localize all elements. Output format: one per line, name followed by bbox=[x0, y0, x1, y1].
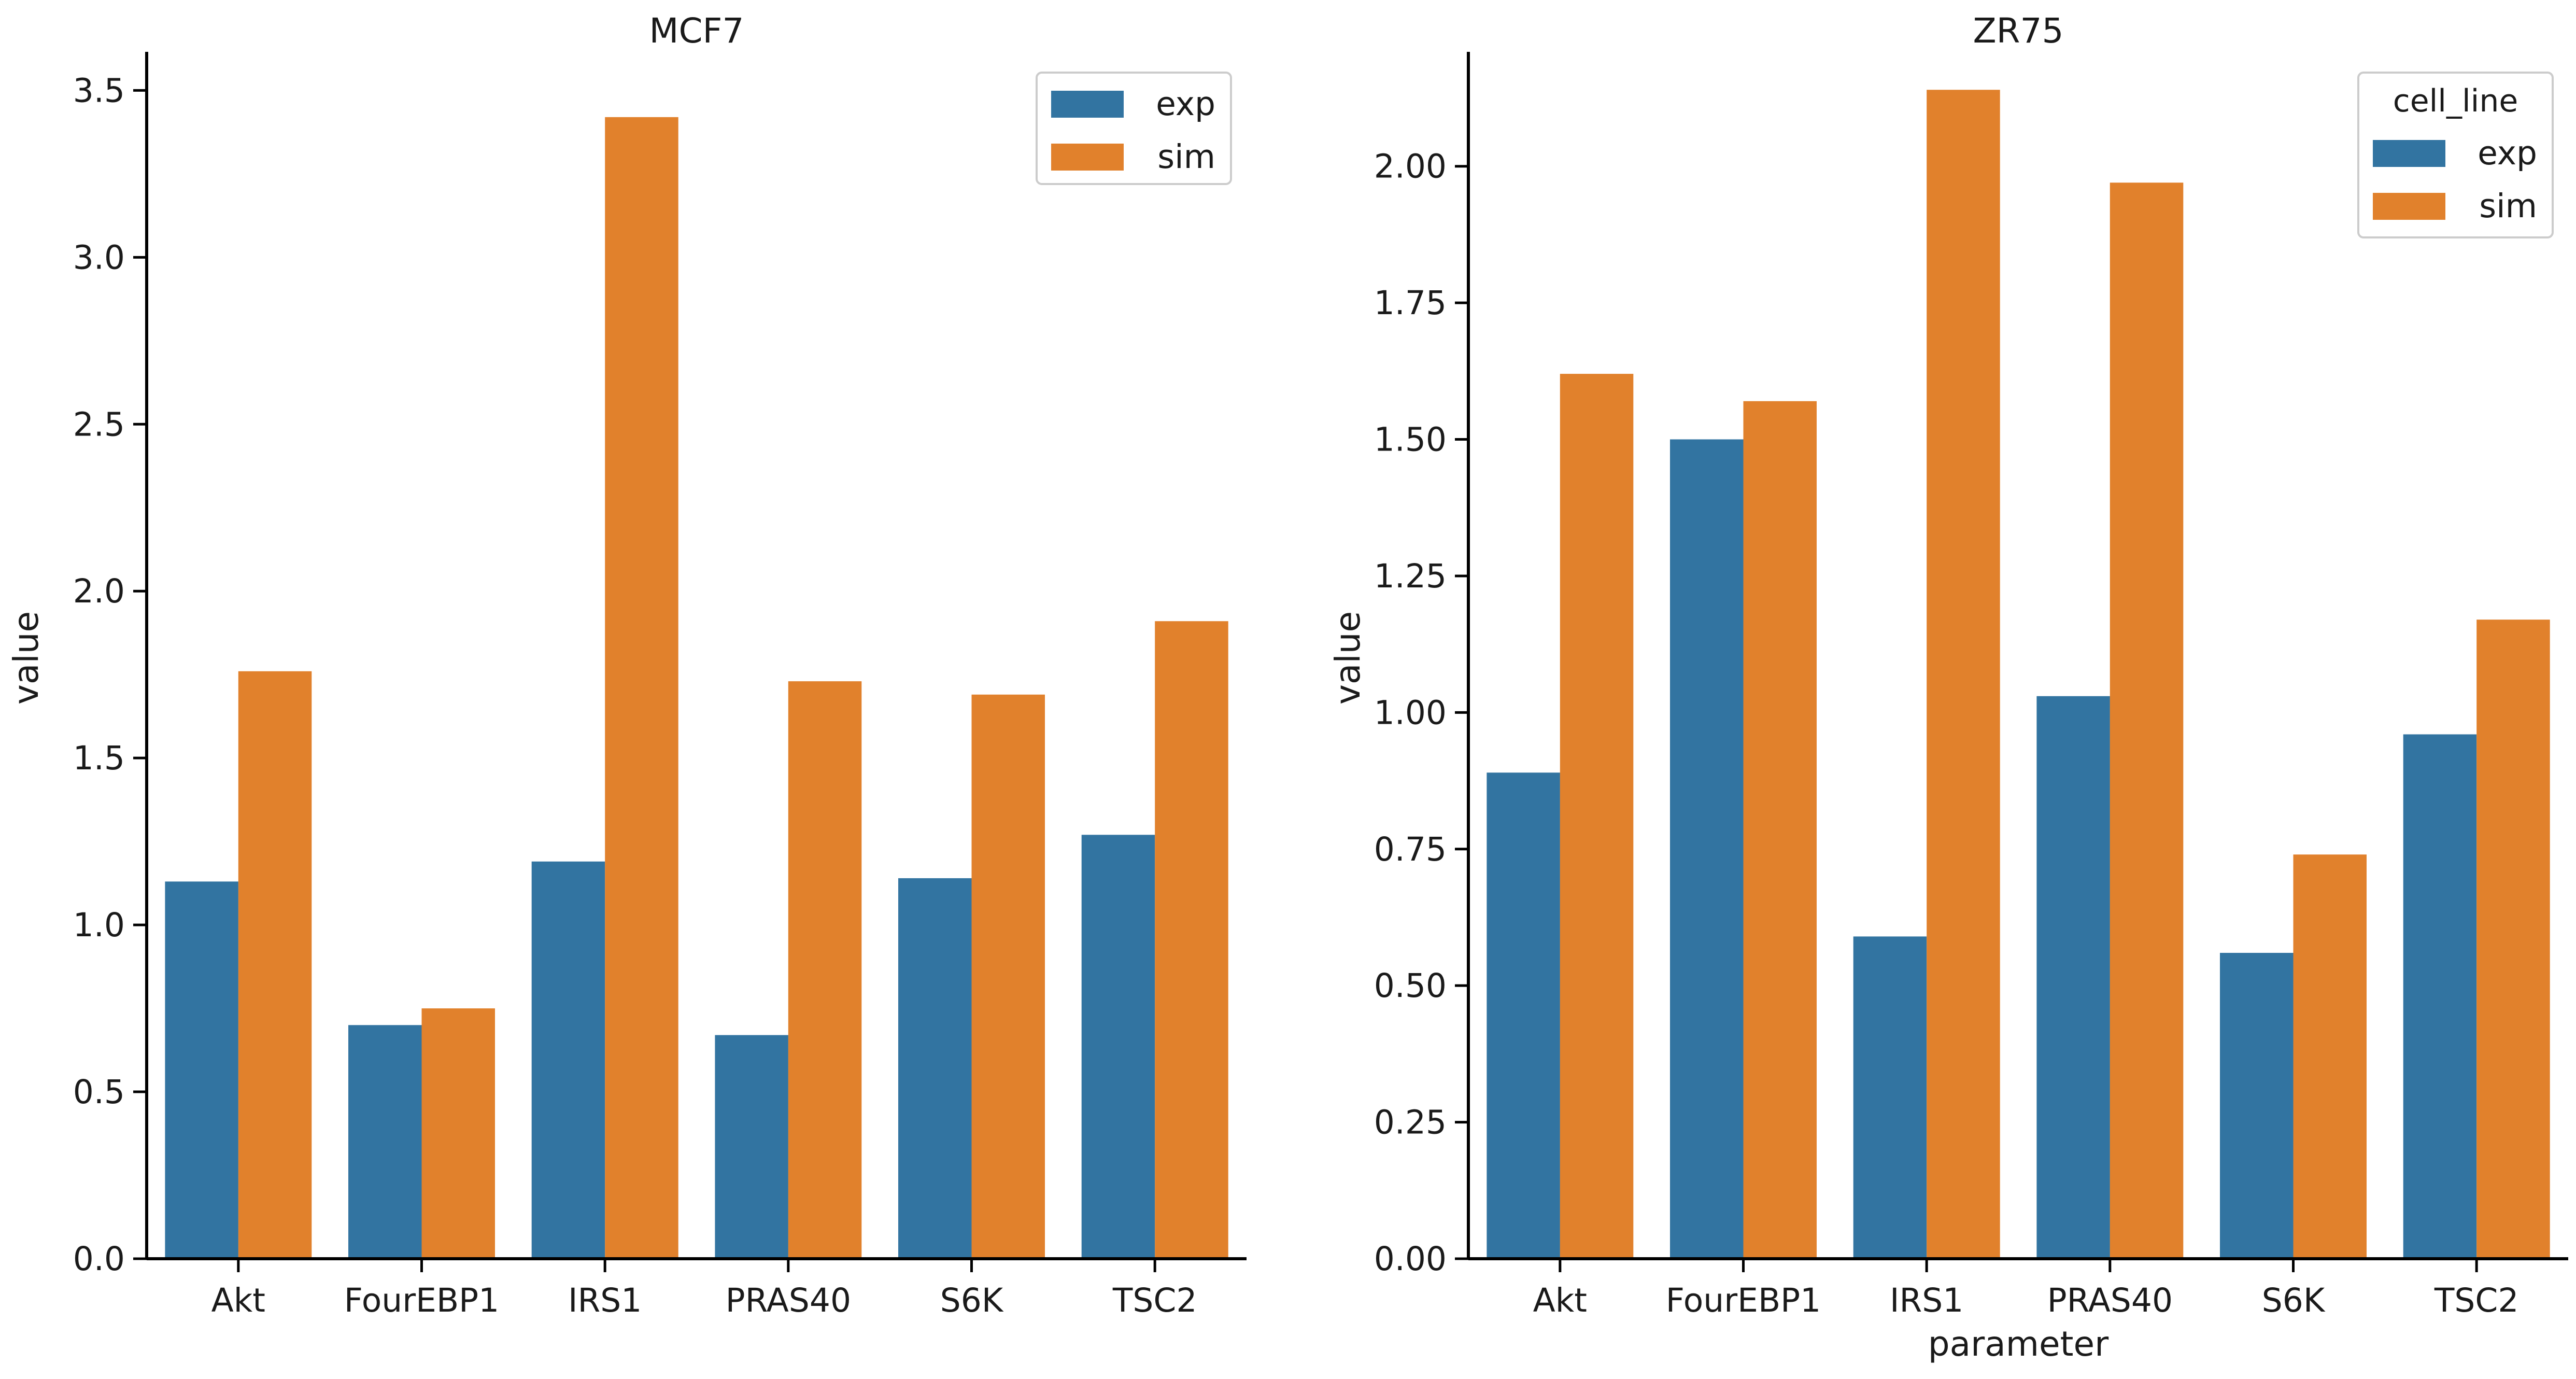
legend-swatch-exp bbox=[1051, 91, 1124, 118]
y-tick-label: 0.5 bbox=[73, 1073, 125, 1111]
bar-sim-s6k bbox=[2293, 854, 2367, 1259]
bar-exp-fourebp1 bbox=[348, 1025, 422, 1259]
legend-swatch-sim bbox=[2373, 193, 2445, 220]
bar-sim-fourebp1 bbox=[1743, 401, 1817, 1259]
bar-sim-fourebp1 bbox=[421, 1008, 495, 1259]
y-tick-label: 1.5 bbox=[73, 739, 125, 777]
x-tick-label: IRS1 bbox=[1890, 1282, 1963, 1319]
bar-sim-s6k bbox=[971, 694, 1045, 1259]
y-tick-label: 2.0 bbox=[73, 572, 125, 610]
bar-exp-pras40 bbox=[715, 1035, 788, 1259]
bar-exp-s6k bbox=[2220, 953, 2294, 1259]
legend-title: cell_line bbox=[2393, 83, 2518, 119]
y-tick-label: 1.50 bbox=[1374, 421, 1447, 459]
bar-sim-pras40 bbox=[788, 681, 862, 1259]
bar-sim-irs1 bbox=[1927, 90, 2000, 1259]
legend-swatch-exp bbox=[2373, 140, 2445, 167]
bar-exp-fourebp1 bbox=[1670, 439, 1744, 1259]
x-tick-label: Akt bbox=[211, 1282, 265, 1319]
legend-label-sim: sim bbox=[2479, 187, 2537, 225]
x-tick-label: TSC2 bbox=[1112, 1282, 1197, 1319]
bar-sim-tsc2 bbox=[1155, 621, 1228, 1259]
x-tick-label: S6K bbox=[940, 1282, 1004, 1319]
legend-swatch-sim bbox=[1051, 144, 1124, 171]
bar-sim-akt bbox=[238, 671, 312, 1259]
x-axis-label: parameter bbox=[1928, 1324, 2109, 1364]
x-tick-label: IRS1 bbox=[568, 1282, 642, 1319]
bar-sim-tsc2 bbox=[2476, 620, 2550, 1259]
y-tick-label: 0.50 bbox=[1374, 967, 1447, 1005]
y-tick-label: 3.0 bbox=[73, 238, 125, 276]
y-tick-label: 0.25 bbox=[1374, 1104, 1447, 1142]
bar-exp-pras40 bbox=[2036, 696, 2110, 1259]
y-tick-label: 1.75 bbox=[1374, 284, 1447, 322]
x-tick-label: Akt bbox=[1533, 1282, 1587, 1319]
legend-label-exp: exp bbox=[1156, 85, 1215, 123]
legend-label-exp: exp bbox=[2478, 134, 2537, 172]
y-tick-label: 2.5 bbox=[73, 405, 125, 443]
bar-exp-s6k bbox=[898, 878, 972, 1259]
y-tick-label: 2.00 bbox=[1374, 148, 1447, 186]
chart-panel-zr75: 0.00 0.25 0.50 0.75 1.00 1.25 1.50 1.75 2.00 Akt F… bbox=[1328, 11, 2568, 1364]
legend: exp sim bbox=[1036, 72, 1232, 185]
x-tick-label: TSC2 bbox=[2434, 1282, 2519, 1319]
y-tick-label: 3.5 bbox=[73, 72, 125, 109]
x-tick-label: PRAS40 bbox=[2047, 1282, 2173, 1319]
bar-exp-irs1 bbox=[531, 861, 605, 1259]
x-tick-label: FourEBP1 bbox=[344, 1282, 499, 1319]
y-tick-label: 1.25 bbox=[1374, 557, 1447, 595]
y-tick-label: 0.00 bbox=[1374, 1240, 1447, 1278]
bar-exp-akt bbox=[1487, 772, 1560, 1259]
y-tick-label: 0.75 bbox=[1374, 831, 1447, 868]
x-tick-label: S6K bbox=[2262, 1282, 2326, 1319]
bar-sim-pras40 bbox=[2110, 182, 2184, 1259]
y-tick-label: 1.00 bbox=[1374, 694, 1447, 731]
x-tick-label: PRAS40 bbox=[726, 1282, 851, 1319]
y-tick-label: 1.0 bbox=[73, 906, 125, 944]
y-axis-label: value bbox=[6, 611, 46, 705]
bar-sim-irs1 bbox=[605, 117, 678, 1259]
bar-exp-irs1 bbox=[1853, 936, 1927, 1259]
legend-label-sim: sim bbox=[1157, 138, 1215, 176]
chart-panel-mcf7: 0.0 0.5 1.0 1.5 2.0 2.5 3.0 3.5 Akt FourEBP1 IRS1 P… bbox=[6, 11, 1247, 1319]
bar-exp-tsc2 bbox=[1081, 835, 1155, 1259]
chart-title: ZR75 bbox=[1973, 11, 2063, 51]
bar-exp-akt bbox=[165, 881, 238, 1259]
y-axis-label: value bbox=[1328, 611, 1368, 705]
x-tick-label: FourEBP1 bbox=[1666, 1282, 1821, 1319]
chart-title: MCF7 bbox=[649, 11, 744, 51]
y-tick-label: 0.0 bbox=[73, 1240, 125, 1278]
bar-sim-akt bbox=[1560, 374, 1634, 1259]
bar-exp-tsc2 bbox=[2403, 734, 2477, 1259]
